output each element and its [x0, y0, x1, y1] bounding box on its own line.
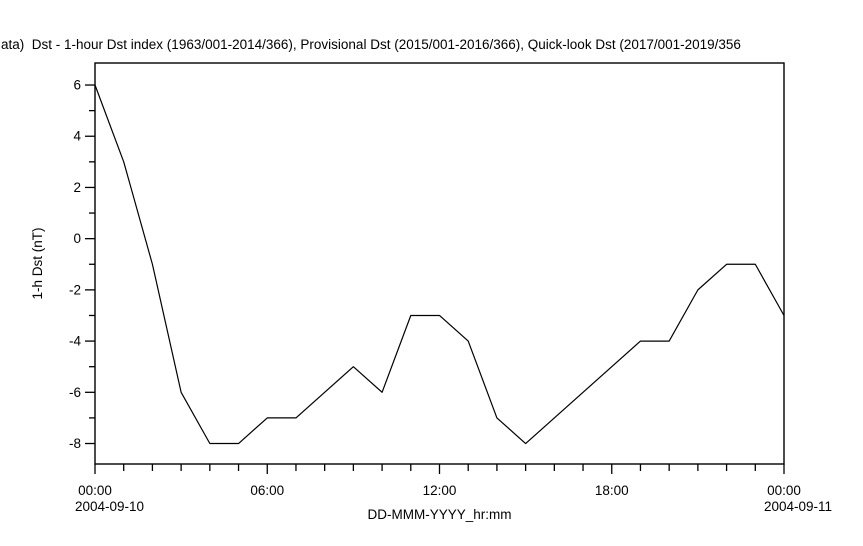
- x-axis-tick-label: 12:00: [423, 483, 457, 498]
- y-axis-label: 1-h Dst (nT): [30, 227, 45, 299]
- dst-line: [94, 84, 785, 445]
- x-axis-date-label: 2004-09-10: [75, 499, 144, 514]
- y-axis-tick-label: 4: [73, 129, 81, 144]
- x-axis-date-label: 2004-09-11: [764, 499, 832, 514]
- y-axis-tick-label: 6: [73, 78, 81, 93]
- y-axis-tick-label: -2: [69, 282, 81, 297]
- y-axis-tick-label: 0: [73, 231, 81, 246]
- x-axis-tick-label: 00:00: [78, 483, 112, 498]
- y-axis-tick-label: 2: [73, 180, 81, 195]
- y-axis: 6 4 2 0 -2 -4 -6 -8: [69, 78, 95, 451]
- x-axis-tick-label: 18:00: [595, 483, 629, 498]
- y-axis-tick-label: -4: [69, 334, 81, 349]
- x-axis-tick-label: 06:00: [250, 483, 284, 498]
- y-axis-tick-label: -6: [69, 385, 81, 400]
- y-axis-tick-label: -8: [69, 436, 81, 451]
- plot-title: ata) Dst - 1-hour Dst index (1963/001-20…: [1, 37, 741, 52]
- x-axis-label: DD-MMM-YYYY_hr:mm: [368, 507, 512, 522]
- x-axis-tick-label: 00:00: [767, 483, 801, 498]
- plot-area: [94, 62, 785, 465]
